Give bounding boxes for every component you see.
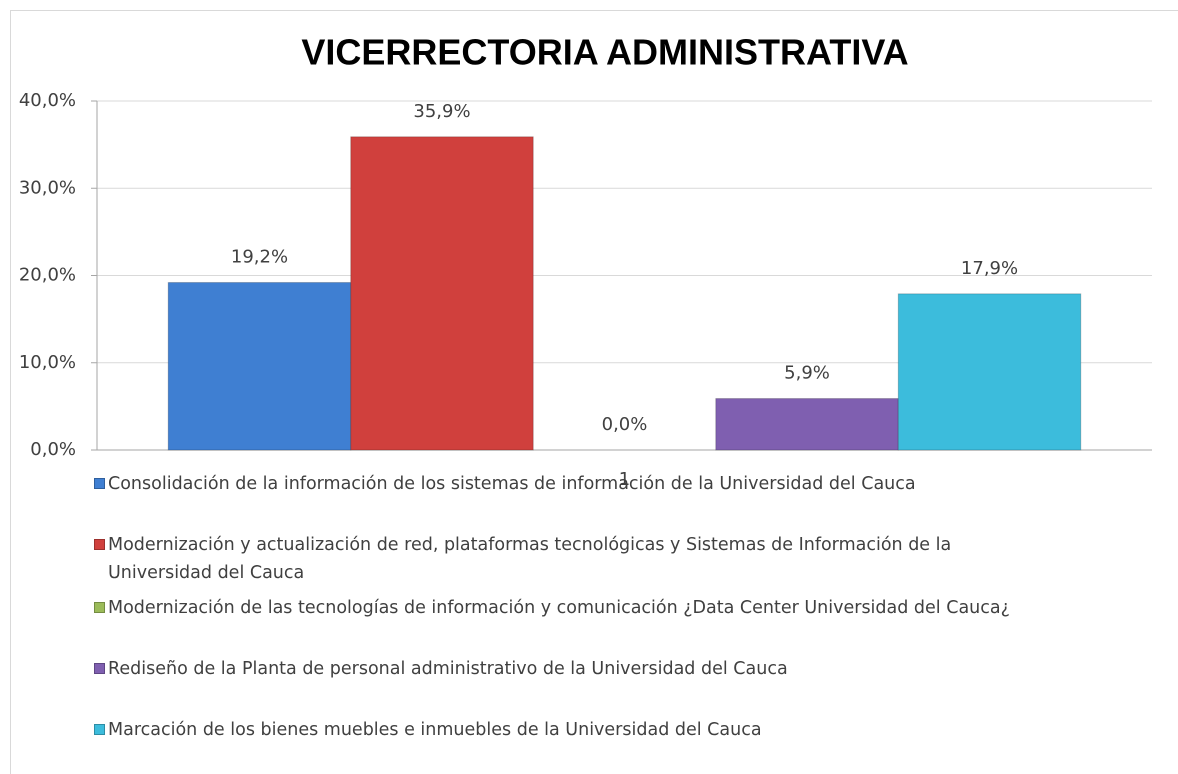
- y-tick-label: 30,0%: [19, 177, 76, 198]
- legend-label: Rediseño de la Planta de personal admini…: [108, 659, 788, 679]
- border: [10, 10, 1178, 774]
- legend-entry: Modernización y actualización de red, pl…: [92, 531, 1052, 594]
- legend-label: Modernización y actualización de red, pl…: [108, 535, 952, 583]
- legend-label: Consolidación de la información de los s…: [108, 474, 916, 494]
- x-tick-label: 1: [619, 469, 630, 490]
- y-tick-label: 40,0%: [19, 90, 76, 111]
- legend-swatch: [94, 663, 105, 674]
- data-label: 0,0%: [602, 414, 648, 435]
- legend: Consolidación de la información de los s…: [92, 470, 1052, 774]
- y-tick-label: 10,0%: [19, 352, 76, 373]
- y-tick-label: 0,0%: [30, 439, 76, 460]
- legend-entry: Marcación de los bienes muebles e inmueb…: [92, 716, 1052, 774]
- bar: [715, 398, 899, 451]
- legend-label: Modernización de las tecnologías de info…: [108, 598, 1010, 618]
- legend-swatch: [94, 602, 105, 613]
- legend-entry: Modernización de las tecnologías de info…: [92, 594, 1052, 655]
- y-tick-label: 20,0%: [19, 265, 76, 286]
- bar: [897, 293, 1082, 451]
- legend-label: Marcación de los bienes muebles e inmueb…: [108, 720, 762, 740]
- legend-swatch: [94, 724, 105, 735]
- data-label: 5,9%: [784, 363, 830, 384]
- bar: [167, 281, 352, 451]
- legend-entry: Rediseño de la Planta de personal admini…: [92, 655, 1052, 716]
- data-label: 17,9%: [961, 258, 1018, 279]
- data-label: 19,2%: [231, 246, 288, 267]
- legend-entry: Consolidación de la información de los s…: [92, 470, 1052, 531]
- data-label: 35,9%: [413, 101, 470, 122]
- bar: [350, 136, 534, 451]
- legend-swatch: [94, 478, 105, 489]
- chart-title: VICERRECTORIA ADMINISTRATIVA: [301, 32, 908, 73]
- legend-swatch: [94, 539, 105, 550]
